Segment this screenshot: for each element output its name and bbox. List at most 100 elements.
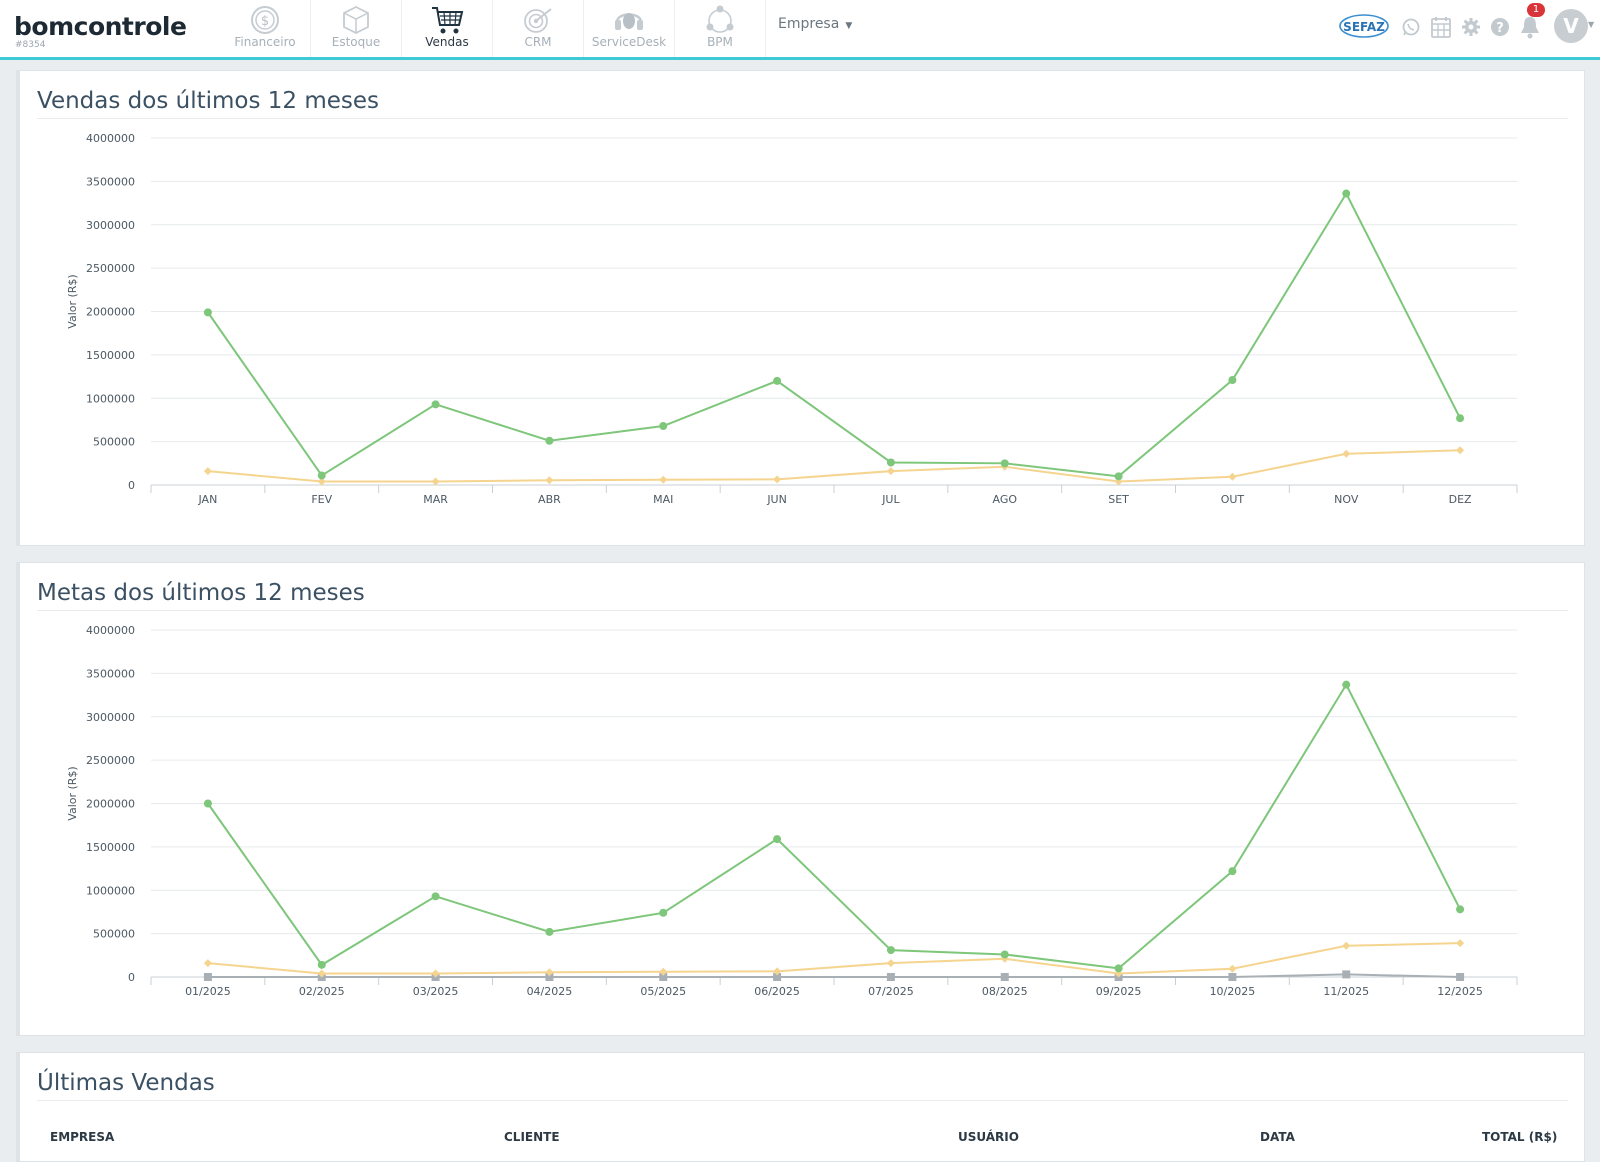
- calendar-icon[interactable]: [1431, 16, 1451, 38]
- column-header-usuario[interactable]: USUÁRIO: [958, 1130, 1019, 1144]
- data-point: [886, 959, 895, 968]
- x-tick-label: 12/2025: [1437, 985, 1483, 998]
- y-tick-label: 2000000: [86, 798, 135, 811]
- x-tick-label: 02/2025: [299, 985, 345, 998]
- module-bpm[interactable]: BPM: [675, 0, 766, 57]
- column-header-data[interactable]: DATA: [1260, 1130, 1295, 1144]
- panel-title: Metas dos últimos 12 meses: [37, 580, 365, 606]
- box-icon: [343, 5, 369, 35]
- x-tick-label: 11/2025: [1323, 985, 1369, 998]
- x-tick-label: 04/2025: [527, 985, 573, 998]
- module-vendas[interactable]: Vendas: [402, 0, 493, 57]
- whatsapp-icon[interactable]: [1401, 17, 1421, 37]
- sales-chart-panel: Vendas dos últimos 12 meses 4000000 35000…: [16, 70, 1585, 546]
- x-tick-label: 03/2025: [413, 985, 459, 998]
- data-point: [545, 476, 554, 485]
- y-tick-label: 1000000: [86, 884, 135, 897]
- data-point: [545, 927, 554, 936]
- y-tick-label: 3500000: [86, 175, 135, 188]
- module-label: Vendas: [425, 35, 469, 49]
- y-tick-label: 2000000: [86, 306, 135, 319]
- data-point: [773, 475, 782, 484]
- data-point: [317, 471, 326, 480]
- x-tick-label: JUN: [766, 493, 787, 506]
- help-icon[interactable]: ?: [1490, 17, 1510, 37]
- caret-down-icon: ▼: [845, 21, 853, 31]
- data-point: [659, 967, 668, 976]
- x-tick-label: 10/2025: [1210, 985, 1256, 998]
- data-point: [1342, 680, 1351, 689]
- svg-text:$: $: [261, 14, 269, 29]
- data-point: [203, 467, 212, 476]
- module-financeiro[interactable]: $ Financeiro: [220, 0, 311, 57]
- data-point: [773, 835, 782, 844]
- top-navbar: bomcontrole #8354 $ Financeiro Estoque: [0, 0, 1600, 60]
- module-nav: $ Financeiro Estoque Vendas: [220, 0, 766, 57]
- series-line: [207, 191, 1461, 478]
- goals-line-chart: 4000000 3500000 3000000 2500000 2000000 15000…: [66, 624, 1518, 998]
- cart-icon: [432, 7, 464, 34]
- data-point: [773, 973, 782, 981]
- y-axis-title: Valor (R$): [66, 766, 79, 820]
- data-point: [431, 969, 440, 978]
- empresa-label: Empresa: [778, 16, 840, 32]
- divider: [37, 118, 1568, 119]
- y-tick-label: 3000000: [86, 219, 135, 232]
- x-tick-label: JUL: [881, 493, 900, 506]
- data-point: [886, 973, 895, 981]
- data-point: [659, 908, 668, 917]
- sefaz-button[interactable]: SEFAZ: [1338, 13, 1390, 39]
- module-estoque[interactable]: Estoque: [311, 0, 402, 57]
- data-point: [886, 458, 895, 467]
- column-header-cliente[interactable]: CLIENTE: [504, 1130, 560, 1144]
- module-label: BPM: [707, 35, 733, 49]
- x-tick-label: FEV: [311, 493, 332, 506]
- workflow-icon: [706, 5, 734, 33]
- data-point: [886, 946, 895, 955]
- empresa-dropdown[interactable]: Empresa ▼: [778, 16, 852, 32]
- x-tick-label: SET: [1108, 493, 1129, 506]
- module-label: Financeiro: [234, 35, 296, 49]
- column-header-empresa[interactable]: EMPRESA: [50, 1130, 115, 1144]
- x-tick-label: 09/2025: [1096, 985, 1142, 998]
- data-point: [1342, 970, 1351, 979]
- data-point: [1456, 446, 1465, 455]
- data-point: [659, 422, 668, 431]
- y-tick-label: 1500000: [86, 841, 135, 854]
- data-point: [1000, 459, 1009, 468]
- series-line: [207, 942, 1461, 975]
- series-line: [207, 449, 1461, 483]
- caret-down-icon[interactable]: ▼: [1588, 20, 1595, 29]
- y-tick-label: 2500000: [86, 754, 135, 767]
- data-point: [317, 477, 326, 486]
- data-point: [317, 969, 326, 978]
- x-tick-label: 05/2025: [640, 985, 686, 998]
- series-line: [207, 973, 1461, 978]
- data-point: [1000, 973, 1009, 981]
- avatar[interactable]: V: [1554, 9, 1588, 43]
- panel-title: Últimas Vendas: [37, 1070, 215, 1096]
- module-crm[interactable]: CRM: [493, 0, 584, 57]
- headset-icon: [615, 13, 643, 30]
- x-tick-label: JAN: [198, 493, 218, 506]
- data-point: [1228, 973, 1237, 981]
- data-point: [1456, 939, 1465, 948]
- brand-logo[interactable]: bomcontrole: [14, 12, 187, 41]
- y-tick-label: 2500000: [86, 262, 135, 275]
- data-point: [773, 376, 782, 385]
- panel-title: Vendas dos últimos 12 meses: [37, 88, 380, 114]
- gear-icon[interactable]: [1461, 17, 1481, 37]
- bell-icon[interactable]: [1519, 15, 1541, 39]
- target-icon: [524, 8, 552, 33]
- x-tick-label: MAR: [423, 493, 448, 506]
- module-label: CRM: [524, 35, 552, 49]
- data-point: [1342, 189, 1351, 198]
- data-point: [203, 799, 212, 808]
- x-tick-label: 07/2025: [868, 985, 914, 998]
- sefaz-label: SEFAZ: [1343, 20, 1385, 34]
- column-header-total[interactable]: TOTAL (R$): [1482, 1130, 1558, 1144]
- x-tick-label: AGO: [992, 493, 1017, 506]
- data-point: [431, 892, 440, 901]
- module-servicedesk[interactable]: ServiceDesk: [584, 0, 675, 57]
- data-point: [317, 960, 326, 969]
